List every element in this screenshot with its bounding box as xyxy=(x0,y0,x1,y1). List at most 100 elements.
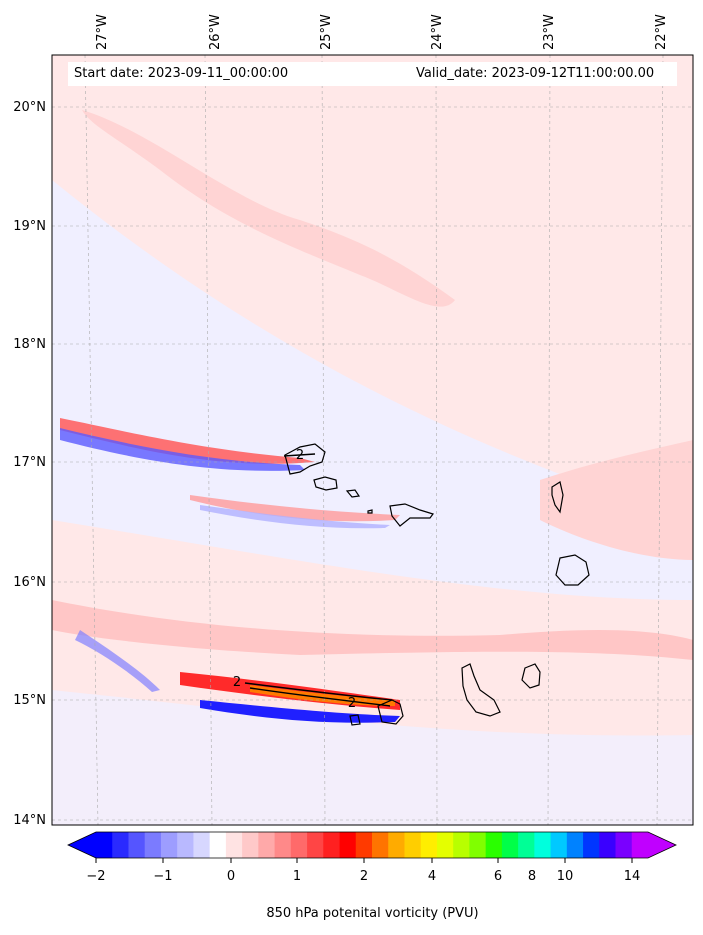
lat-label-14n: 14°N xyxy=(13,813,46,828)
island-sao-nicolau xyxy=(389,503,434,527)
colorbar-cell xyxy=(112,832,129,858)
colorbar-tick-label: −2 xyxy=(86,869,105,884)
colorbar-cell xyxy=(436,832,454,858)
near-zero-region-south xyxy=(52,690,693,825)
colorbar-tick-label: 0 xyxy=(227,869,235,884)
positive-pv-streak-north xyxy=(82,110,455,307)
colorbar-cell xyxy=(404,832,422,858)
colorbar-cell xyxy=(566,832,584,858)
colorbar-cell xyxy=(290,832,308,858)
colorbar-overflow-triangle xyxy=(648,832,676,858)
negative-pv-wake-2 xyxy=(200,505,390,529)
island-santa-luzia xyxy=(345,489,361,498)
colorbar-tick-label: 10 xyxy=(557,869,574,884)
positive-pv-region-east xyxy=(540,440,693,560)
colorbar-cell xyxy=(339,832,357,858)
lat-label-16n: 16°N xyxy=(13,575,46,590)
colorbar-cell xyxy=(225,832,243,858)
lat-label-17n: 17°N xyxy=(13,455,46,470)
colorbar-tick-label: 2 xyxy=(360,869,368,884)
colorbar-cell xyxy=(550,832,568,858)
colorbar-tick-label: 4 xyxy=(428,869,436,884)
map-panel: 2 2 2 xyxy=(51,54,694,826)
colorbar-cell xyxy=(160,832,178,858)
latitude-labels: 20°N 19°N 18°N 17°N 16°N 15°N 14°N xyxy=(13,100,46,828)
colorbar-tick-label: 6 xyxy=(494,869,502,884)
lat-label-19n: 19°N xyxy=(13,219,46,234)
colorbar-cell xyxy=(599,832,616,858)
lon-label-27w: 27°W xyxy=(95,14,110,50)
colorbar-cell xyxy=(323,832,340,858)
colorbar-cell xyxy=(420,832,438,858)
lat-label-15n: 15°N xyxy=(13,693,46,708)
lat-label-18n: 18°N xyxy=(13,337,46,352)
colorbar-cell xyxy=(583,832,600,858)
island-sal xyxy=(551,481,564,514)
contour-line-3 xyxy=(283,453,316,457)
lon-label-26w: 26°W xyxy=(208,14,223,50)
contour-label-1: 2 xyxy=(233,675,241,690)
colorbar-tick-label: 1 xyxy=(293,869,301,884)
colorbar-underflow-triangle xyxy=(68,832,96,858)
island-boa-vista xyxy=(555,554,590,586)
colorbar-cell xyxy=(355,832,373,858)
island-sao-vicente xyxy=(313,476,338,491)
lat-label-20n: 20°N xyxy=(13,100,46,115)
island-islet xyxy=(367,509,373,514)
colorbar-cell xyxy=(372,832,389,858)
colorbar-cell xyxy=(631,832,649,858)
map-frame xyxy=(51,54,694,826)
island-santiago xyxy=(461,663,501,717)
island-brava xyxy=(349,714,361,726)
colorbar-cells xyxy=(96,832,649,858)
negative-pv-wake-4 xyxy=(75,630,160,692)
island-maio xyxy=(521,663,541,689)
colorbar-cell xyxy=(615,832,633,858)
gridlines xyxy=(52,55,693,825)
start-date-text: Start date: 2023-09-11_00:00:00 xyxy=(74,66,289,81)
colorbar-cell xyxy=(307,832,324,858)
colorbar-cell xyxy=(258,832,275,858)
colorbar-tick-label: 8 xyxy=(528,869,536,884)
high-pv-core xyxy=(250,685,395,706)
near-zero-region xyxy=(52,180,693,600)
colorbar-cell xyxy=(177,832,194,858)
colorbar-cell xyxy=(193,832,211,858)
colorbar-cell xyxy=(128,832,146,858)
colorbar-cell xyxy=(485,832,503,858)
contour-line-2 xyxy=(249,687,391,707)
colorbar-tick-label-14: 14 xyxy=(624,869,641,884)
colorbar-tick-label: −1 xyxy=(153,869,172,884)
colorbar-cell xyxy=(518,832,535,858)
lon-label-22w: 22°W xyxy=(654,14,669,50)
positive-pv-wake-2 xyxy=(190,495,400,522)
lon-label-23w: 23°W xyxy=(542,14,557,50)
colorbar-cell xyxy=(209,832,227,858)
lon-label-25w: 25°W xyxy=(319,14,334,50)
info-box xyxy=(68,62,677,86)
negative-pv-wake-1 xyxy=(60,428,305,471)
positive-pv-band-south xyxy=(52,600,693,660)
colorbar-cell xyxy=(501,832,519,858)
colorbar-cell xyxy=(144,832,162,858)
lon-label-24w: 24°W xyxy=(430,14,445,50)
colorbar-cell xyxy=(242,832,259,858)
colorbar-label: 850 hPa potenital vorticity (PVU) xyxy=(266,906,479,921)
coastlines xyxy=(284,443,590,726)
longitude-labels: 27°W 26°W 25°W 24°W 23°W 22°W xyxy=(95,14,669,50)
pv-contours xyxy=(244,453,393,707)
colorbar-cell xyxy=(388,832,405,858)
colorbar-cell xyxy=(96,832,113,858)
contour-label-3: 2 xyxy=(296,448,304,463)
colorbar-cell xyxy=(469,832,487,858)
colorbar-ticks xyxy=(95,858,633,863)
valid-date-text: Valid_date: 2023-09-12T11:00:00.00 xyxy=(416,66,655,81)
colorbar-cell xyxy=(274,832,292,858)
contour-label-2: 2 xyxy=(348,696,356,711)
island-santo-antao xyxy=(284,443,326,475)
colorbar-cell xyxy=(453,832,470,858)
colorbar-cell xyxy=(534,832,551,858)
colorbar: −2 −1 0 1 2 4 6 8 10 14 xyxy=(67,831,677,884)
vorticity-field xyxy=(52,110,693,825)
